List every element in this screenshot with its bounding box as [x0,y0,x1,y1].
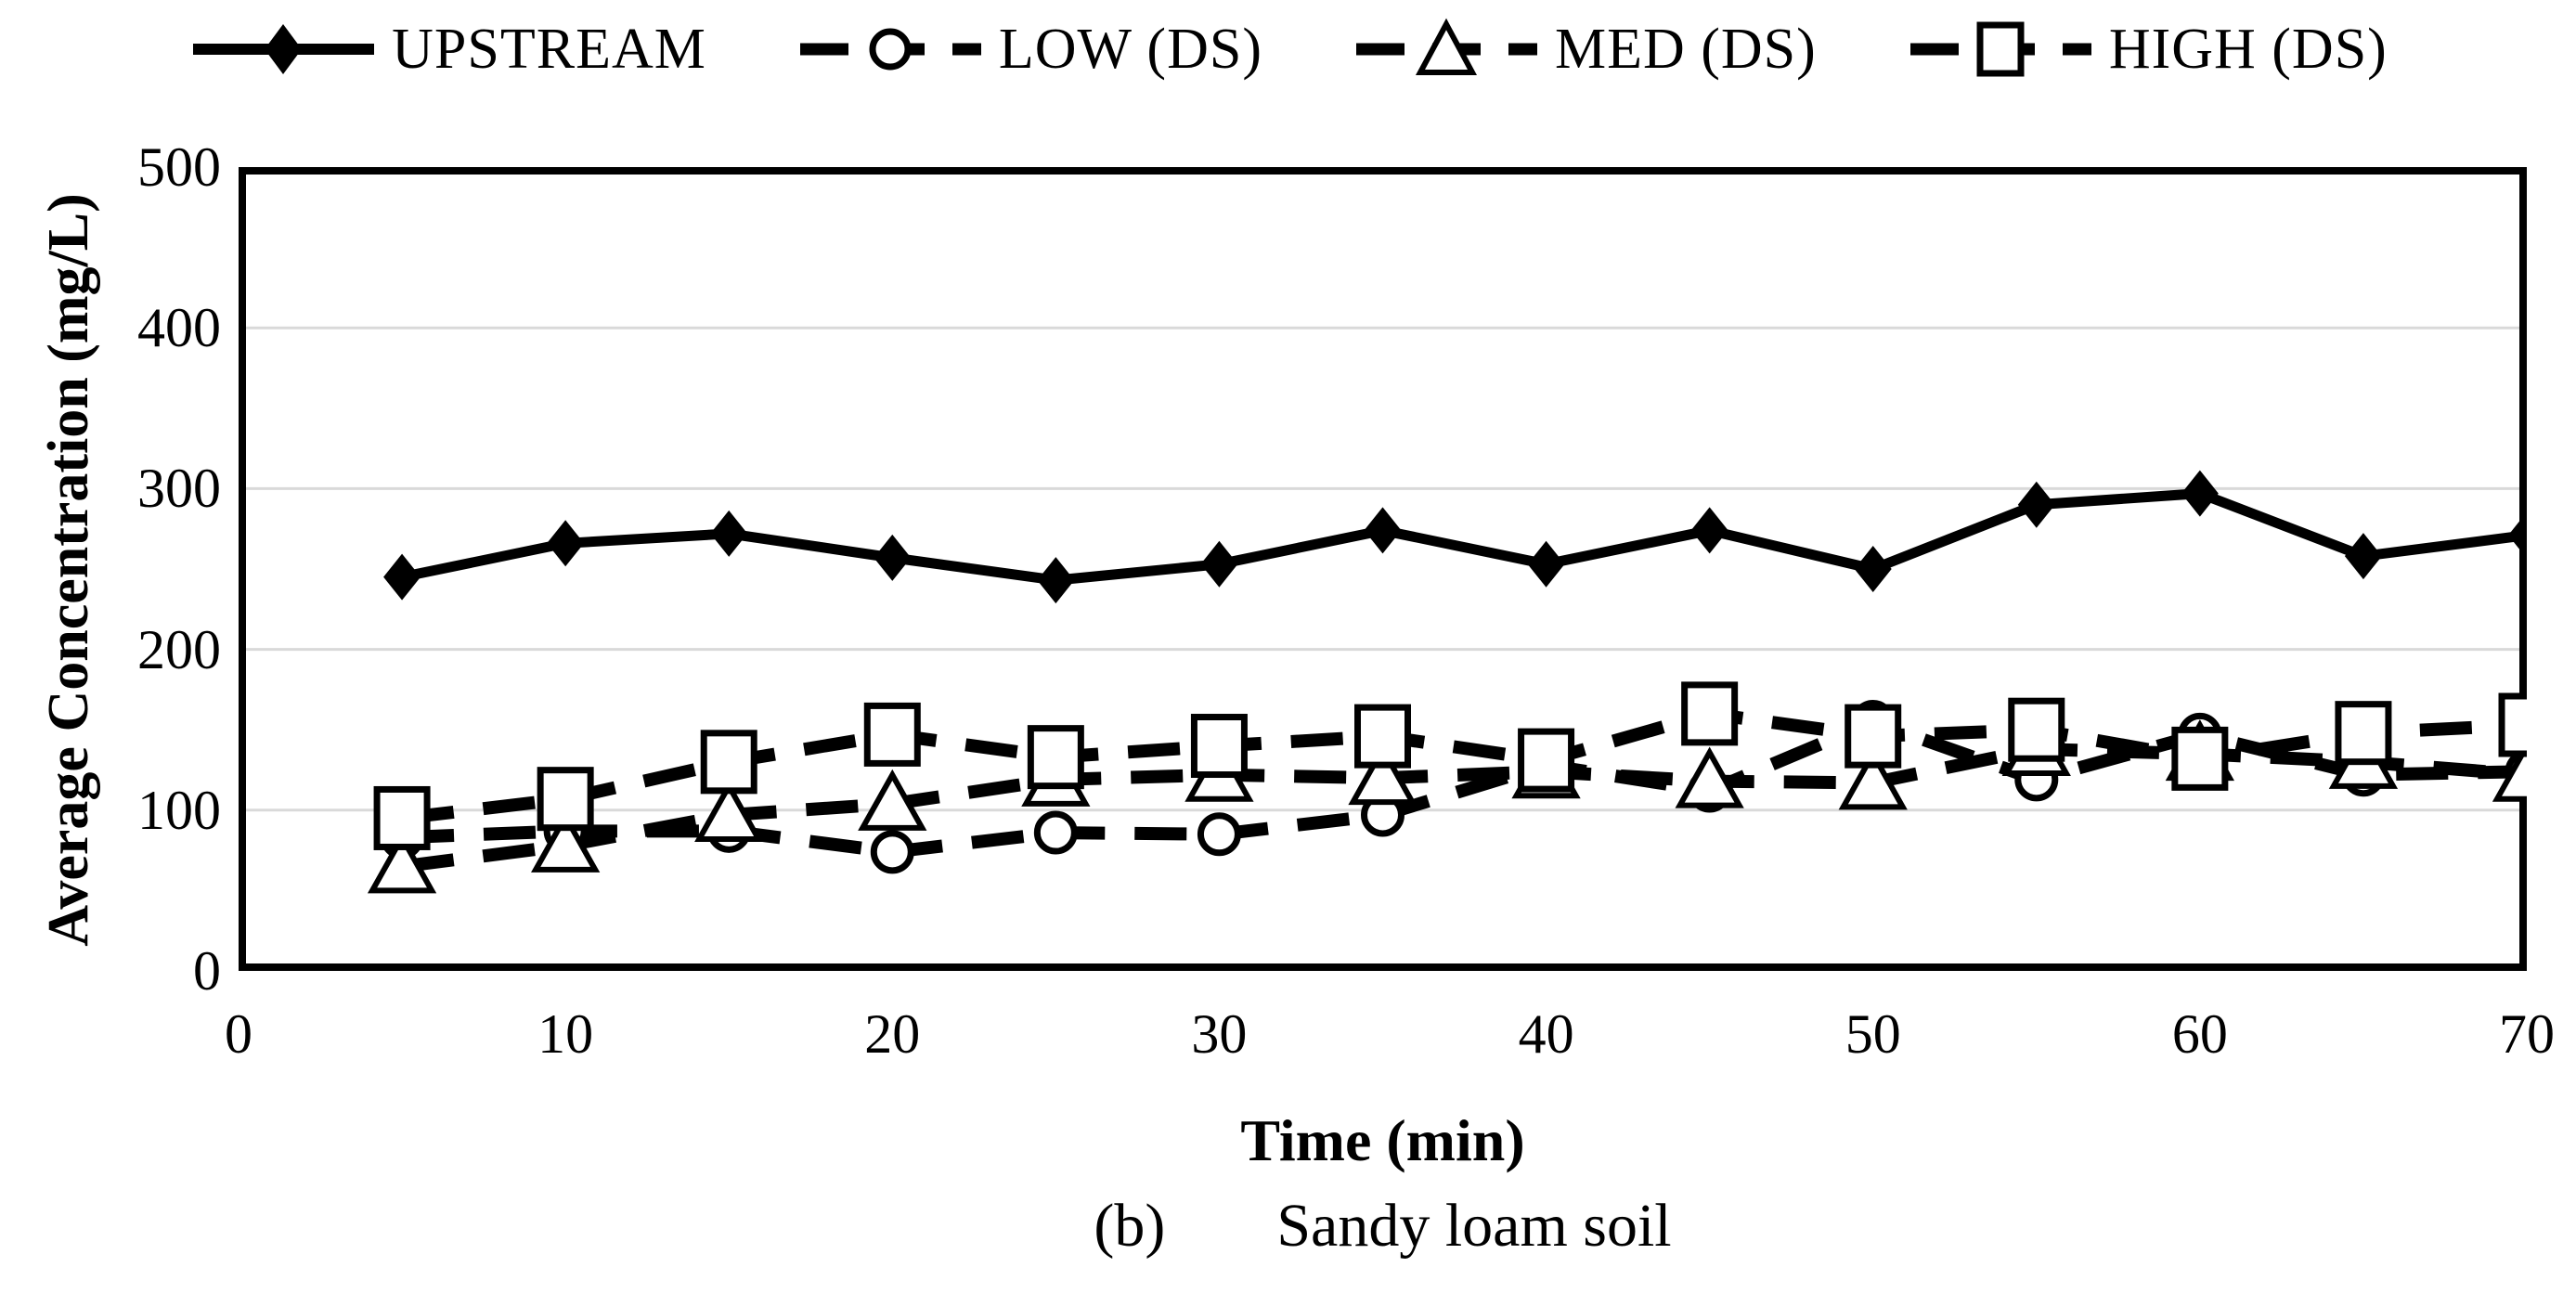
y-tick-label: 400 [137,297,221,359]
x-axis-title: Time (min) [1240,1107,1525,1173]
x-tick-label: 50 [1845,1003,1901,1065]
legend-label: LOW (DS) [998,18,1262,81]
y-axis-title: Average Concentration (mg/L) [37,193,100,947]
y-tick-label: 200 [137,618,221,680]
legend-item-high-ds: HIGH (DS) [1906,17,2388,82]
x-tick-label: 60 [2171,1003,2228,1065]
caption-text: Sandy loam soil [1276,1192,1672,1260]
legend-item-med-ds: MED (DS) [1352,17,1817,82]
y-tick-label: 0 [193,940,221,1002]
x-tick-label: 20 [864,1003,921,1065]
dashed-line-triangle-marker-icon [1355,18,1537,75]
legend-label: UPSTREAM [392,18,706,81]
x-tick-label: 10 [537,1003,594,1065]
legend-label: HIGH (DS) [2108,18,2388,81]
chart-legend: UPSTREAM LOW (DS) MED (DS) HIGH (DS) [0,9,2576,89]
y-tick-label: 300 [137,458,221,520]
y-tick-label: 100 [137,779,221,841]
solid-line-diamond-marker-icon [193,24,375,74]
x-tick-label: 30 [1191,1003,1248,1065]
dashed-line-circle-marker-icon [799,28,981,71]
legend-item-low-ds: LOW (DS) [796,17,1262,82]
caption-index: (b) [1094,1192,1166,1260]
x-tick-label: 70 [2499,1003,2555,1065]
x-tick-label: 0 [225,1003,252,1065]
figure-caption: (b) Sandy loam soil [239,1191,2527,1261]
legend-label: MED (DS) [1554,18,1817,81]
plot-area [239,167,2527,971]
legend-item-upstream: UPSTREAM [188,17,706,82]
x-tick-label: 40 [1518,1003,1574,1065]
dashed-line-square-marker-icon [1909,21,2091,77]
y-tick-label: 500 [137,136,221,198]
